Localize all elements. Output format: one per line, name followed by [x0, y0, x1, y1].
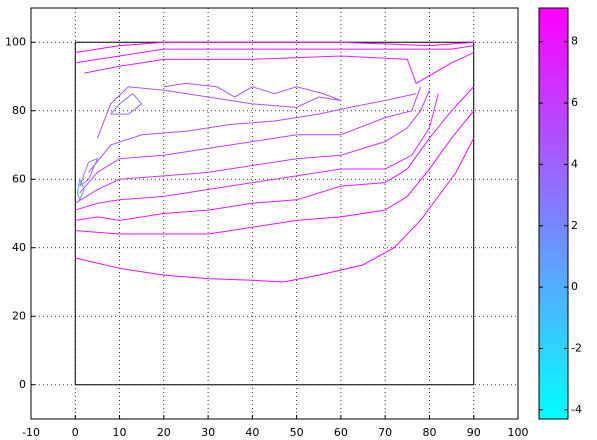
colorbar-tick-label: 2 [571, 219, 578, 232]
x-tick-label: 100 [508, 426, 529, 439]
contour-line [79, 86, 422, 194]
contour-line [110, 92, 143, 115]
colorbar-tick-label: -4 [571, 403, 582, 416]
y-tick-label: 0 [19, 378, 26, 391]
colorbar-tick-label: 8 [571, 35, 578, 48]
x-tick-label: 20 [157, 426, 171, 439]
x-tick-label: 60 [334, 426, 348, 439]
y-tick-label: 100 [5, 35, 26, 48]
contour-line [96, 82, 342, 139]
contour-line [79, 157, 99, 187]
contour-line [75, 86, 475, 221]
contour-line [75, 41, 474, 54]
y-tick-label: 80 [12, 104, 26, 117]
y-tick-label: 40 [12, 241, 26, 254]
colorbar-tick-label: -2 [571, 341, 582, 354]
contour-line [76, 177, 85, 200]
contour-line [88, 93, 417, 173]
contour-line [75, 137, 475, 283]
contour-line [75, 90, 430, 204]
contour-line [75, 45, 474, 64]
plot-area [31, 8, 518, 419]
x-tick-label: 40 [245, 426, 259, 439]
x-tick-label: 90 [467, 426, 481, 439]
colorbar [538, 7, 569, 420]
x-tick-label: 30 [201, 426, 215, 439]
axes-frame [30, 7, 519, 420]
colorbar-tick-label: 0 [571, 280, 578, 293]
contour-line [75, 93, 439, 211]
contour-line [75, 110, 475, 235]
x-tick-label: 70 [378, 426, 392, 439]
y-tick-label: 60 [12, 172, 26, 185]
y-tick-label: 20 [12, 309, 26, 322]
x-tick-label: 10 [113, 426, 127, 439]
x-tick-label: 50 [290, 426, 304, 439]
x-tick-label: 0 [72, 426, 79, 439]
colorbar-tick-label: 4 [571, 157, 578, 170]
x-tick-label: -10 [22, 426, 40, 439]
colorbar-tick-label: 6 [571, 96, 578, 109]
x-tick-label: 80 [422, 426, 436, 439]
contour-line [84, 52, 474, 85]
